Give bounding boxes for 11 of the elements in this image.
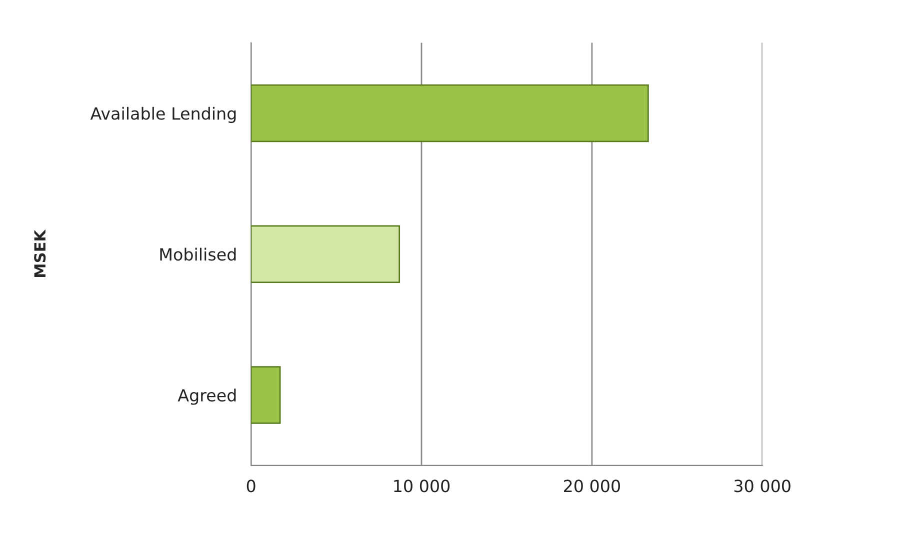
y-tick-label: Agreed [178, 388, 236, 405]
bar [251, 84, 649, 142]
x-tick-label: 0 [246, 480, 256, 492]
y-tick-label: Available Lending [90, 106, 236, 124]
bar [251, 366, 281, 424]
x-tick-label: 30 000 [734, 480, 790, 492]
y-axis-title: MSEK [34, 229, 46, 277]
x-tick-label: 10 000 [394, 480, 450, 492]
x-tick-label: 20 000 [564, 480, 620, 492]
y-tick-label: Mobilised [160, 248, 236, 261]
bar [251, 225, 400, 283]
